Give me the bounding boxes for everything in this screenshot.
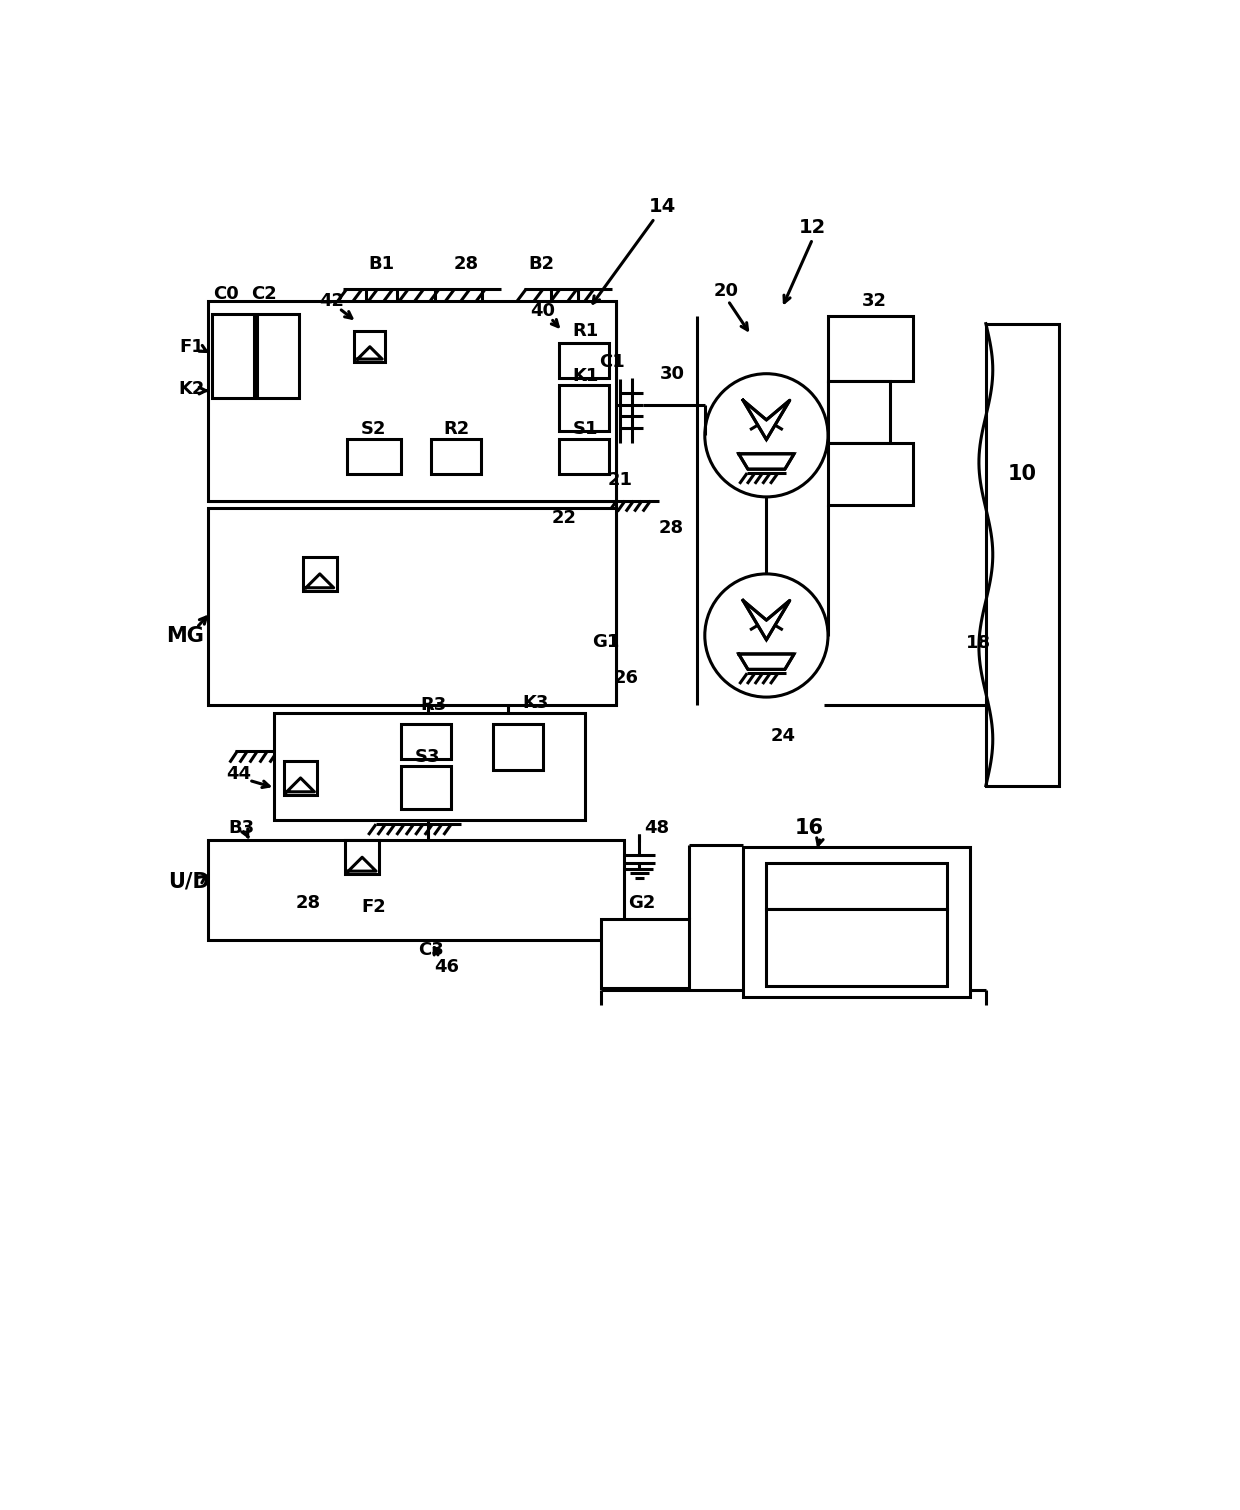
Text: B2: B2: [528, 255, 554, 273]
Bar: [494, 725, 543, 770]
Text: 21: 21: [608, 471, 632, 489]
Bar: [208, 840, 624, 939]
Bar: [558, 343, 609, 378]
Bar: [558, 439, 609, 474]
Text: B3: B3: [228, 818, 254, 837]
Text: 14: 14: [649, 198, 676, 216]
Bar: [766, 862, 947, 909]
Polygon shape: [743, 400, 790, 439]
Text: 46: 46: [434, 957, 459, 975]
Polygon shape: [609, 951, 678, 988]
Bar: [303, 557, 337, 590]
Text: 24: 24: [771, 726, 796, 744]
Text: 28: 28: [658, 519, 683, 536]
Text: C3: C3: [419, 941, 444, 959]
Text: C2: C2: [252, 285, 278, 304]
Polygon shape: [286, 778, 315, 791]
Bar: [601, 920, 689, 988]
Text: 20: 20: [714, 282, 739, 300]
Polygon shape: [743, 601, 790, 640]
Text: 18: 18: [966, 634, 991, 652]
Text: 12: 12: [799, 217, 826, 237]
Bar: [828, 316, 913, 382]
Bar: [212, 314, 254, 399]
Text: R2: R2: [444, 420, 470, 438]
Text: K1: K1: [573, 367, 599, 385]
Text: S3: S3: [415, 747, 440, 766]
Text: B1: B1: [368, 255, 394, 273]
Bar: [401, 725, 450, 758]
Text: G2: G2: [627, 894, 656, 912]
Bar: [766, 909, 947, 986]
Text: 28: 28: [295, 894, 321, 912]
Text: S2: S2: [361, 420, 387, 438]
Text: 48: 48: [645, 818, 670, 837]
Text: R3: R3: [420, 696, 446, 714]
Polygon shape: [739, 455, 794, 470]
Text: 40: 40: [531, 302, 556, 320]
Bar: [208, 300, 616, 501]
Bar: [355, 331, 386, 362]
Text: G1: G1: [593, 633, 620, 651]
Bar: [432, 439, 481, 474]
Text: 32: 32: [862, 291, 887, 310]
Text: K2: K2: [179, 381, 205, 399]
Bar: [558, 385, 609, 432]
Bar: [828, 382, 889, 442]
Bar: [828, 442, 913, 504]
Bar: [345, 841, 379, 874]
Polygon shape: [357, 347, 382, 359]
Bar: [284, 761, 317, 794]
Bar: [347, 439, 401, 474]
Text: 10: 10: [1008, 464, 1037, 483]
Text: C0: C0: [213, 285, 239, 304]
Polygon shape: [348, 858, 376, 871]
Text: 28: 28: [454, 255, 479, 273]
Text: F2: F2: [361, 897, 386, 915]
Bar: [274, 713, 585, 820]
Text: 26: 26: [614, 669, 639, 687]
Text: K3: K3: [522, 695, 548, 713]
Bar: [743, 847, 971, 998]
Text: 22: 22: [552, 509, 577, 527]
Text: R1: R1: [573, 322, 599, 340]
Text: 30: 30: [660, 365, 684, 382]
Bar: [401, 767, 450, 809]
Bar: [986, 323, 1059, 785]
Text: 16: 16: [795, 818, 823, 838]
Polygon shape: [739, 654, 794, 669]
Text: U/D: U/D: [169, 871, 210, 892]
Text: 42: 42: [319, 291, 343, 310]
Bar: [208, 509, 616, 705]
Text: MG: MG: [166, 625, 205, 645]
Bar: [257, 314, 299, 399]
Text: 44: 44: [227, 766, 252, 784]
Text: C1: C1: [599, 353, 625, 371]
Text: S1: S1: [573, 420, 598, 438]
Polygon shape: [306, 574, 334, 587]
Text: F1: F1: [180, 338, 205, 356]
